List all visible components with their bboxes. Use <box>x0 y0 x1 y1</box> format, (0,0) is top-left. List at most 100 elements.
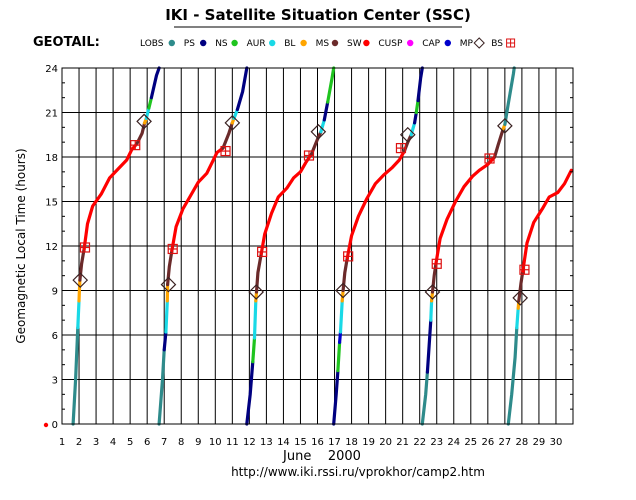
x-tick-label-18: 18 <box>345 437 358 448</box>
x-tick-label-23: 23 <box>430 437 443 448</box>
y-tick-label-0: 0 <box>52 420 58 431</box>
mp-crossing-marker <box>335 282 351 299</box>
orbit-5-segment-aur <box>429 299 434 322</box>
x-tick-label-6: 6 <box>144 437 150 448</box>
orbit-2-segment-ps <box>235 66 249 112</box>
orbit-4-segment-ps <box>413 110 418 125</box>
legend-label: CUSP <box>378 39 403 49</box>
x-tick-label-17: 17 <box>328 437 341 448</box>
bs-crossing-marker <box>519 264 530 275</box>
orbit-1-segment-ps <box>149 66 161 100</box>
legend-label: PS <box>184 39 195 49</box>
bs-crossing-marker <box>220 145 231 157</box>
orbit-3-segment-ns <box>326 66 336 104</box>
bs-crossing-marker <box>257 246 268 258</box>
orbit-4-segment-aur <box>409 121 417 137</box>
bs-crossing-marker <box>395 143 407 154</box>
orbit-4-segment-ps <box>416 66 424 103</box>
x-tick-label-16: 16 <box>311 437 324 448</box>
legend-item-ps: PS <box>184 39 207 49</box>
x-tick-label-15: 15 <box>294 437 307 448</box>
legend-label: LOBS <box>140 39 164 49</box>
legend-label: SW <box>347 39 362 49</box>
orbit-3-segment-ms <box>309 130 323 156</box>
x-tick-label-25: 25 <box>464 437 477 448</box>
x-tick-label-11: 11 <box>226 437 239 448</box>
mp-crossing-marker <box>136 113 152 130</box>
x-tick-label-30: 30 <box>550 437 563 448</box>
legend-label: BS <box>491 39 503 49</box>
orbit-6-segment-sw <box>521 168 573 273</box>
mp-crossing-marker <box>72 272 89 288</box>
x-tick-label-7: 7 <box>161 437 167 448</box>
x-tick-label-26: 26 <box>481 437 494 448</box>
legend-swatch <box>269 39 276 47</box>
legend-swatch <box>300 39 307 47</box>
orbit-3-segment-aur <box>319 118 326 134</box>
bs-crossing-marker <box>343 251 354 262</box>
origin-dot <box>43 422 49 428</box>
x-tick-label-13: 13 <box>260 437 273 448</box>
orbit-4-segment-ns <box>336 340 342 373</box>
legend-swatch <box>407 39 414 47</box>
legend-swatch <box>200 39 207 47</box>
orbit-1-segment-lobs <box>71 326 80 426</box>
legend-item-sw: SW <box>347 39 370 49</box>
boundary-markers <box>72 113 530 306</box>
orbit-5-segment-sw <box>434 155 497 266</box>
bs-crossing-marker <box>484 153 495 164</box>
bs-crossing-marker <box>79 242 91 253</box>
orbit-4-segment-sw <box>345 149 406 260</box>
legend-label: CAP <box>422 39 440 49</box>
y-tick-label-18: 18 <box>45 153 58 164</box>
x-tick-label-28: 28 <box>516 437 529 448</box>
orbit-2-segment-lobs <box>157 348 166 426</box>
x-tick-label-10: 10 <box>209 437 222 448</box>
orbit-5-segment-lobs <box>503 66 516 127</box>
orbit-6-segment-lobs <box>506 326 519 426</box>
orbit-2-segment-sw <box>170 146 225 253</box>
legend-item-aur: AUR <box>247 39 276 49</box>
orbit-3-segment-ns <box>251 336 257 364</box>
x-tick-label-24: 24 <box>447 437 460 448</box>
orbit-4-segment-ps <box>332 369 340 426</box>
legend-swatch <box>473 37 485 49</box>
page-title: IKI - Satellite Situation Center (SSC) <box>165 6 471 24</box>
x-tick-label-20: 20 <box>379 437 392 448</box>
mp-crossing-marker <box>512 290 529 306</box>
orbit-4-segment-aur <box>338 299 344 334</box>
mp-crossing-marker <box>248 284 265 300</box>
legend-label: MP <box>460 39 474 49</box>
orbit-1-segment-ms <box>78 247 86 282</box>
orbit-3-segment-sw <box>259 152 314 255</box>
x-tick-label-2: 2 <box>76 437 82 448</box>
y-tick-label-6: 6 <box>52 331 58 342</box>
y-axis-label: Geomagnetic Local Time (hours) <box>14 148 28 343</box>
orbit-5-segment-ps <box>425 318 433 374</box>
orbit-1-segment-aur <box>76 299 81 330</box>
mp-crossing-marker <box>310 123 327 140</box>
plot-grid <box>61 67 573 425</box>
x-tick-label-4: 4 <box>110 437 116 448</box>
orbit-3-segment-aur <box>252 299 258 340</box>
legend-swatch <box>363 39 370 47</box>
legend-swatch <box>506 38 516 48</box>
y-tick-label-12: 12 <box>45 242 58 253</box>
mp-crossing-marker <box>497 118 513 134</box>
x-tick-label-8: 8 <box>178 437 184 448</box>
legend-item-ns: NS <box>215 39 238 49</box>
y-tick-label-21: 21 <box>45 109 58 120</box>
x-tick-label-19: 19 <box>362 437 375 448</box>
orbit-6-segment-ms <box>517 269 525 303</box>
x-tick-label-9: 9 <box>195 437 201 448</box>
y-tick-label-9: 9 <box>52 287 58 298</box>
legend: LOBS PS NS AUR BL MS SW CUSP CAP MP BS <box>140 37 516 49</box>
mp-crossing-marker <box>224 115 241 131</box>
satellite-label: GEOTAIL: <box>33 35 100 50</box>
orbit-6-segment-aur <box>515 306 520 330</box>
orbit-3-segment-ps <box>322 100 330 122</box>
legend-label: AUR <box>247 39 266 49</box>
bs-crossing-marker <box>303 150 315 161</box>
